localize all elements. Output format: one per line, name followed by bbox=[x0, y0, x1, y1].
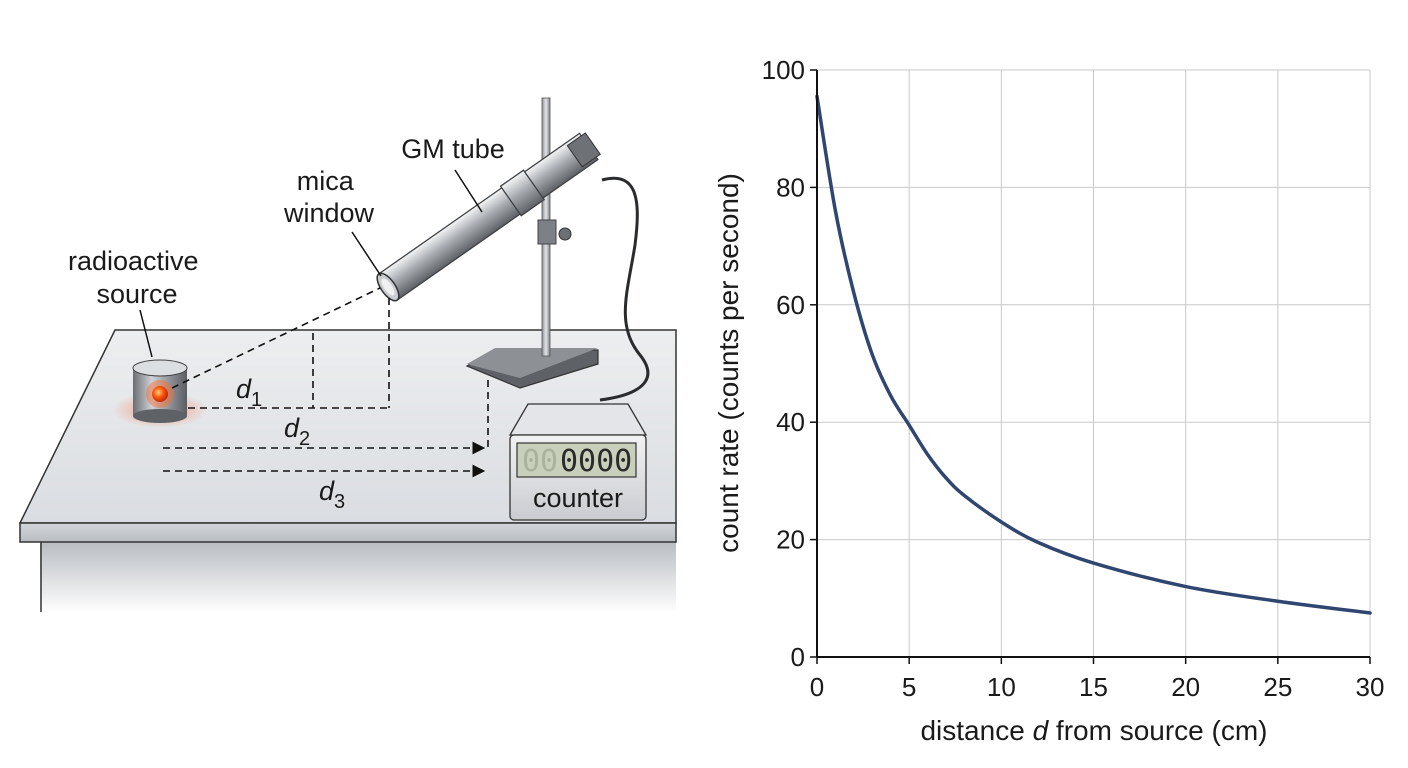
y-tick-label: 60 bbox=[776, 290, 805, 320]
chart: 0 5 10 15 20 25 30 0 20 40 60 80 100 count rate (cou… bbox=[713, 55, 1384, 746]
leader-lines bbox=[139, 169, 483, 358]
counter-display-dim: 00 bbox=[522, 444, 558, 479]
x-tick-label: 30 bbox=[1356, 672, 1385, 702]
source-label: radioactive source bbox=[68, 246, 206, 309]
tube-leader bbox=[454, 169, 483, 213]
y-tick-label: 0 bbox=[791, 642, 805, 672]
mica-window-inner bbox=[381, 278, 395, 296]
clamp-block bbox=[537, 219, 557, 245]
retort-stand bbox=[465, 97, 599, 389]
x-tick-label: 0 bbox=[810, 672, 824, 702]
chart-series-line bbox=[815, 94, 1372, 615]
d3-label: d3 bbox=[319, 476, 345, 513]
y-axis-title: count rate (counts per second) bbox=[713, 173, 744, 553]
counter-display-frame bbox=[516, 442, 637, 478]
source-top bbox=[132, 359, 188, 377]
counter-device: 00 0000 counter bbox=[508, 403, 648, 521]
gm-tube bbox=[376, 132, 601, 302]
d1-label: d1 bbox=[236, 374, 262, 411]
counter-top bbox=[508, 403, 648, 436]
window-leader bbox=[351, 231, 382, 277]
x-tick-label: 5 bbox=[902, 672, 916, 702]
y-tick-label: 20 bbox=[776, 525, 805, 555]
tube-label: GM tube bbox=[401, 134, 505, 164]
counter-display-value: 0000 bbox=[560, 444, 632, 479]
x-tick-label: 20 bbox=[1171, 672, 1200, 702]
y-tick-label: 80 bbox=[776, 172, 805, 202]
y-tick-label: 40 bbox=[776, 407, 805, 437]
x-tick-label: 10 bbox=[987, 672, 1016, 702]
y-tick-label: 100 bbox=[762, 55, 805, 85]
x-tick-label: 25 bbox=[1263, 672, 1292, 702]
d2-label: d2 bbox=[284, 413, 310, 450]
tube-end-cap bbox=[566, 132, 601, 168]
chart-grid bbox=[816, 69, 1371, 658]
stand-base-top bbox=[467, 348, 598, 378]
x-axis-title: distance d from source (cm) bbox=[920, 715, 1267, 746]
cable bbox=[599, 176, 650, 402]
table-front bbox=[40, 541, 676, 613]
x-tick-label: 15 bbox=[1079, 672, 1108, 702]
source-dot bbox=[152, 386, 168, 402]
tube-collar bbox=[499, 169, 546, 217]
source-bottom bbox=[133, 409, 187, 423]
window-label: mica window bbox=[283, 166, 375, 228]
chart-tick-labels: 0 5 10 15 20 25 30 0 20 40 60 80 100 bbox=[762, 55, 1385, 702]
source-leader bbox=[139, 309, 153, 358]
clamp-knob bbox=[558, 227, 572, 241]
distance-lines bbox=[163, 287, 489, 478]
table-edge bbox=[19, 522, 677, 543]
radioactive-source bbox=[112, 359, 208, 428]
apparatus: 00 0000 counter d1 d2 d3 radioactive sou bbox=[18, 97, 677, 613]
counter-label: counter bbox=[533, 483, 623, 513]
source-to-window-line bbox=[171, 287, 381, 389]
